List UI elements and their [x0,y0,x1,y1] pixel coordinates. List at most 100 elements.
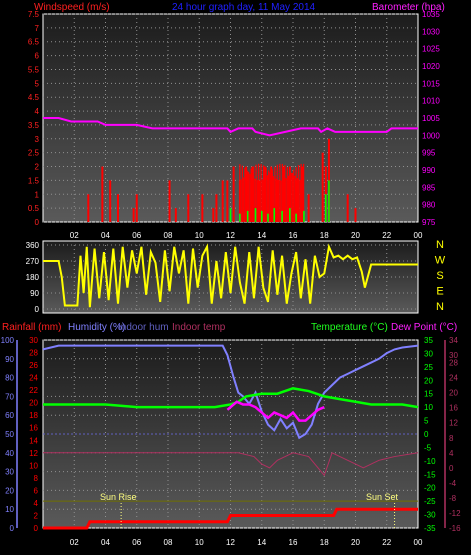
direction-panel-grid [43,241,418,313]
windspeed-bar [101,166,104,222]
windspeed-bar [259,180,261,222]
x-tick-label: 16 [289,538,298,547]
windspeed-bar [303,163,305,222]
windspeed-bar [221,180,224,222]
windspeed-bar [291,172,293,222]
windspeed-bar [244,167,246,222]
humidity-tick-label: 0 [10,524,15,533]
rainfall-tick-label: 16 [29,424,38,433]
gust-bar [281,210,283,222]
barometer-axis-label: Barometer (hpa) [372,2,445,13]
temperature-panel-x-ticks: 02 04 06 08 10 12 14 16 18 20 22 00 [70,538,423,547]
rainfall-tick-label: 14 [29,436,38,445]
windspeed-bar [285,178,287,222]
windspeed-bar [271,169,273,222]
windspeed-bar [256,180,258,222]
direction-tick-label: 360 [26,241,40,250]
windspeed-bar [263,165,265,222]
x-tick-label: 22 [382,231,391,240]
rainfall-tick-label: 24 [29,374,38,383]
indoor-temp-tick-label: 8 [449,434,454,443]
barometer-tick-label: 985 [422,183,436,192]
indoor-temp-tick-label: -8 [449,494,457,503]
x-tick-label: 14 [257,231,266,240]
wind-direction-line [43,243,418,308]
barometer-tick-label: 1010 [422,97,440,106]
windspeed-bar [246,170,248,222]
windspeed-bar [240,179,242,222]
temperature-tick-label: -35 [424,524,436,533]
gust-bar [239,213,241,222]
windspeed-tick-label: 6.5 [28,38,40,47]
x-tick-label: 22 [382,538,391,547]
rainfall-tick-label: 28 [29,349,38,358]
windspeed-bar [276,164,278,222]
windspeed-bar [232,166,235,222]
windspeed-bar [289,169,291,222]
windspeed-tick-label: 5 [35,79,40,88]
gust-bar [295,213,297,222]
windspeed-bar [294,175,296,222]
humidity-tick-label: 30 [5,468,14,477]
temperature-tick-label: 30 [424,349,433,358]
windspeed-tick-label: 3 [35,135,40,144]
humidity-tick-label: 60 [5,411,14,420]
dew-point-line [226,400,325,422]
temperature-tick-label: 10 [424,403,433,412]
temperature-tick-label: 5 [424,417,429,426]
humidity-tick-label: 80 [5,374,14,383]
windspeed-bar [286,167,288,222]
barometer-line [43,117,418,137]
temperature-tick-label: -10 [424,457,436,466]
x-tick-label: 18 [320,538,329,547]
barometer-tick-label: 1000 [422,131,440,140]
humidity-tick-label: 90 [5,355,14,364]
temperature-tick-label: 25 [424,363,433,372]
gust-bar [328,180,330,222]
gust-bar [254,208,257,222]
windspeed-bar [280,180,282,222]
windspeed-bar [300,163,302,222]
windspeed-bar [321,152,324,222]
x-tick-label: 10 [195,231,204,240]
barometer-tick-label: 1035 [422,10,440,19]
temperature-ticks: -35 -30 -25 -20 -15 -10 -5 0 5 10 15 20 25 30 35 [424,336,436,533]
windspeed-bar [283,179,285,222]
windspeed-bar [215,194,218,222]
windspeed-bar [288,175,290,222]
gust-bar [229,208,232,222]
barometer-tick-label: 995 [422,149,436,158]
barometer-tick-label: 980 [422,201,436,210]
rainfall-line [43,507,418,530]
direction-tick-label: 0 [35,305,40,314]
indoor-temp-tick-label: -16 [449,524,461,533]
rainfall-tick-label: 12 [29,449,38,458]
windspeed-bar [239,164,241,222]
indoor-temp-tick-label: 20 [449,389,458,398]
rainfall-tick-label: 10 [29,461,38,470]
sunrise-label: Sun Rise [100,492,137,502]
x-tick-label: 04 [101,538,110,547]
windspeed-bar [299,179,301,222]
indoor-temp-tick-label: 30 [449,351,458,360]
windspeed-bar [295,167,297,222]
windspeed-bar [226,180,229,222]
gust-bar [303,210,305,222]
windspeed-bar [274,166,276,222]
windspeed-bar [270,173,272,222]
rainfall-axis-label: Rainfall (mm) [2,322,61,333]
temperature-tick-label: -20 [424,484,436,493]
x-tick-label: 00 [414,231,423,240]
windspeed-bar [87,194,90,222]
windspeed-tick-label: 2.5 [28,149,40,158]
rainfall-tick-label: 22 [29,386,38,395]
windspeed-bar [296,178,298,222]
x-tick-label: 18 [320,231,329,240]
compass-label: S [436,270,443,282]
windspeed-ticks: 0 0.5 1 1.5 2 2.5 3 3.5 4 4.5 5 5.5 6 6.5 7 7.5 [28,10,40,227]
wind-panel-grid [43,13,418,223]
windspeed-bar [307,194,310,222]
